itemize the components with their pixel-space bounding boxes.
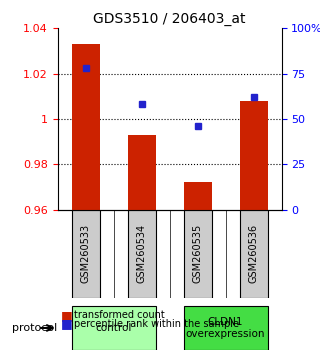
Text: GSM260535: GSM260535	[193, 224, 203, 284]
Title: GDS3510 / 206403_at: GDS3510 / 206403_at	[93, 12, 246, 26]
Bar	[128, 135, 156, 210]
Text: GSM260536: GSM260536	[249, 224, 259, 284]
Text: transformed count: transformed count	[74, 310, 164, 320]
FancyBboxPatch shape	[72, 306, 156, 350]
Text: GSM260534: GSM260534	[137, 224, 147, 284]
Bar	[240, 101, 268, 210]
Text: control: control	[95, 323, 132, 333]
Text: protocol: protocol	[12, 323, 58, 333]
FancyBboxPatch shape	[184, 210, 212, 298]
Bar	[72, 44, 100, 210]
FancyBboxPatch shape	[128, 210, 156, 298]
FancyBboxPatch shape	[72, 210, 100, 298]
Text: CLDN1
overexpression: CLDN1 overexpression	[186, 317, 265, 339]
Bar	[184, 182, 212, 210]
Text: GSM260533: GSM260533	[81, 224, 91, 284]
FancyBboxPatch shape	[240, 210, 268, 298]
FancyBboxPatch shape	[184, 306, 268, 350]
Text: ■: ■	[61, 309, 73, 321]
Text: ■: ■	[61, 318, 73, 330]
Text: percentile rank within the sample: percentile rank within the sample	[74, 319, 239, 329]
